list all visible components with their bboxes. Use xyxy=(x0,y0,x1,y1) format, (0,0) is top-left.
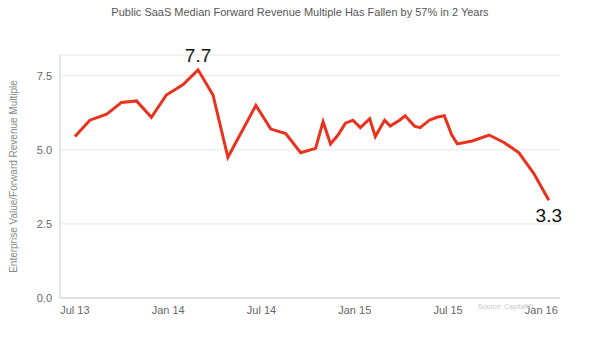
svg-text:Jan 16: Jan 16 xyxy=(524,303,558,316)
svg-text:0.0: 0.0 xyxy=(37,292,52,304)
svg-text:Jul 13: Jul 13 xyxy=(60,304,89,316)
svg-text:Enterprise Value/Forward Reven: Enterprise Value/Forward Revenue Multipl… xyxy=(8,80,19,273)
svg-text:7.5: 7.5 xyxy=(37,70,52,82)
svg-text:Jul 15: Jul 15 xyxy=(433,304,462,316)
svg-text:Jan 15: Jan 15 xyxy=(338,304,371,316)
svg-text:Jul 14: Jul 14 xyxy=(247,304,276,316)
html-text:Public SaaS Median Forward Rev: Public SaaS Median Forward Revenue Multi… xyxy=(111,6,489,18)
html-text:Source: CapitalIQ: Source: CapitalIQ xyxy=(478,303,534,310)
svg-text:Jan 14: Jan 14 xyxy=(152,304,185,316)
svg-text:5.0: 5.0 xyxy=(37,144,52,156)
svg-text:3.3: 3.3 xyxy=(536,205,562,226)
svg-text:7.7: 7.7 xyxy=(185,45,211,66)
svg-text:2.5: 2.5 xyxy=(37,218,52,230)
